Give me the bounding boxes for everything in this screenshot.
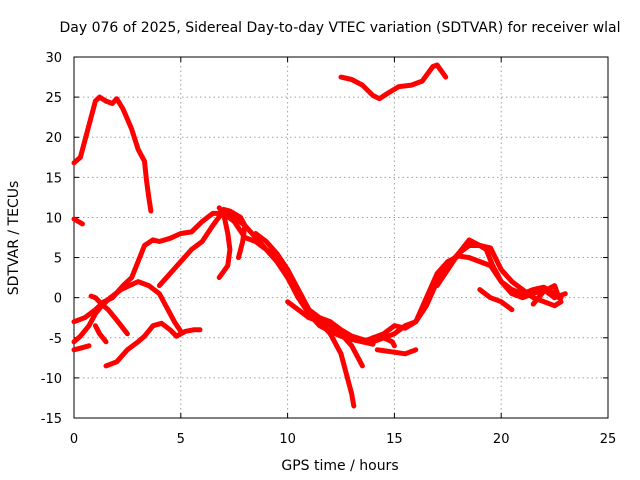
y-tick-label: -5	[49, 332, 62, 347]
trace-19	[477, 287, 515, 313]
x-tick-label: 20	[493, 432, 510, 447]
y-tick-label: 0	[54, 292, 62, 307]
y-tick-label: 25	[45, 91, 62, 106]
x-tick-label: 0	[70, 432, 78, 447]
x-tick-label: 10	[279, 432, 296, 447]
trace-15	[374, 347, 419, 357]
trace-12	[221, 206, 248, 261]
trace-2	[71, 216, 85, 227]
trace-17	[359, 253, 568, 345]
trace-11	[216, 205, 233, 281]
y-tick-label: 5	[54, 252, 62, 267]
y-tick-label: 15	[45, 171, 62, 186]
trace-1	[71, 94, 154, 214]
y-tick-label: -15	[41, 412, 62, 427]
plot-frame	[73, 56, 609, 419]
y-tick-label: -10	[41, 372, 62, 387]
y-tick-label: 20	[45, 131, 62, 146]
grid-lines	[74, 57, 608, 418]
trace-7	[92, 323, 109, 345]
y-tick-label: 30	[45, 51, 62, 66]
trace-20	[530, 283, 562, 307]
x-tick-label: 25	[600, 432, 617, 447]
trace-3	[338, 62, 449, 102]
chart-title: Day 076 of 2025, Sidereal Day-to-day VTE…	[59, 20, 620, 36]
trace-18	[434, 243, 564, 309]
axis-ticks: 0 5 10 15 20 25 -15 -10 -5 0 5 10 15 20 25 30	[41, 51, 617, 447]
trace-14	[285, 299, 365, 369]
trace-8	[88, 293, 130, 337]
trace-13	[253, 231, 357, 409]
trace-6	[71, 343, 92, 353]
trace-5	[71, 279, 184, 345]
x-tick-label: 5	[177, 432, 185, 447]
y-axis-label: SDTVAR / TECUs	[6, 181, 22, 296]
data-traces	[71, 62, 568, 409]
y-tick-label: 10	[45, 211, 62, 226]
trace-9	[103, 320, 203, 369]
trace-10	[156, 208, 376, 347]
x-tick-label: 15	[386, 432, 403, 447]
x-axis-label: GPS time / hours	[281, 458, 398, 474]
